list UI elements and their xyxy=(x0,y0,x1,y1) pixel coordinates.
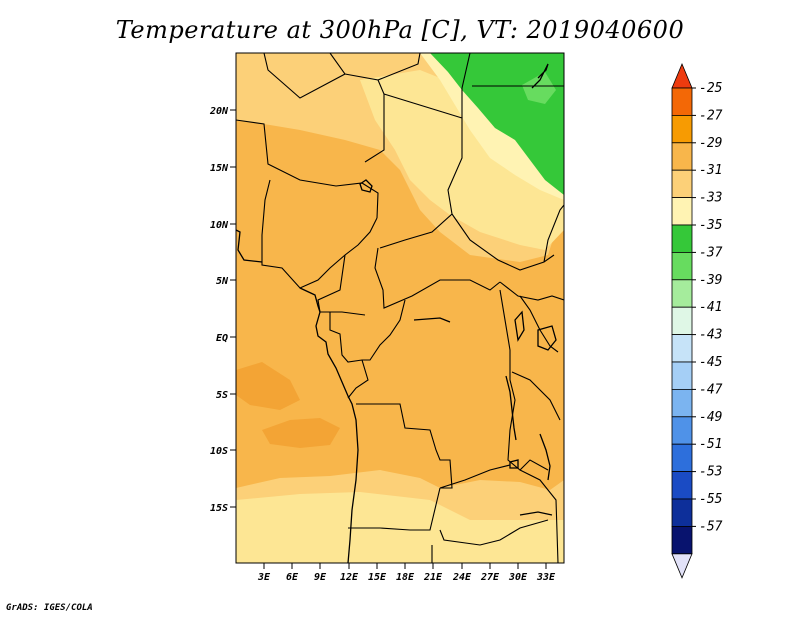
border-drc-angola xyxy=(356,403,453,489)
field-south-pale xyxy=(236,492,564,563)
colorbar-swatch xyxy=(671,388,693,418)
colorbar-swatch xyxy=(671,197,693,226)
lat-tick-label: 15N xyxy=(210,163,229,174)
colorbar-swatch xyxy=(671,142,693,171)
border-ethiopia xyxy=(543,204,564,263)
colorbar-swatch xyxy=(671,279,693,308)
field-west-light xyxy=(236,53,310,110)
inland-lake-2 xyxy=(519,511,553,516)
border-algeria-libya xyxy=(263,53,346,99)
border-tanzania xyxy=(511,371,561,421)
temperature-field xyxy=(236,53,564,563)
colorbar-swatch xyxy=(671,251,693,281)
map-frame xyxy=(235,52,565,564)
colorbar-swatch xyxy=(671,87,693,116)
colorbar-label: -31 xyxy=(699,163,722,178)
lat-tick-label: 20N xyxy=(209,106,229,117)
colorbar-swatch xyxy=(671,361,693,390)
lon-tick-label: 15E xyxy=(368,572,387,583)
lake-chad xyxy=(359,179,373,193)
colorbar-label: -43 xyxy=(699,328,722,343)
lon-tick-label: 33E xyxy=(536,572,556,583)
colorbar-top-arrow xyxy=(671,62,693,89)
lat-tick-label: 10N xyxy=(210,220,229,231)
colorbar-swatch xyxy=(671,526,693,555)
colorbar-swatch xyxy=(671,224,693,253)
colorbar-label: -39 xyxy=(699,273,722,288)
lake-tanganyika xyxy=(505,375,517,441)
coast-gulf-guinea xyxy=(299,287,359,563)
border-niger-nigeria xyxy=(236,119,379,219)
lake-malawi xyxy=(539,433,551,481)
field-light-green xyxy=(522,72,556,104)
colorbar-label: -37 xyxy=(699,245,723,260)
field-dark-blob-2 xyxy=(236,362,300,410)
lon-tick-label: 21E xyxy=(423,572,443,583)
border-sudan-southsudan xyxy=(451,213,555,271)
colorbar-label: -27 xyxy=(699,108,723,123)
coastlines xyxy=(236,63,557,563)
lon-tick-label: 6E xyxy=(286,572,299,583)
colorbar-swatch xyxy=(671,169,693,198)
colorbar-label: -41 xyxy=(699,300,722,315)
lat-axis: 20N 15N 10N 5N EQ 5S 10S 15S xyxy=(209,106,236,514)
colorbar-swatch xyxy=(671,115,693,144)
colorbar-swatch xyxy=(671,416,693,445)
colorbar-swatch xyxy=(671,306,693,336)
chart-title: Temperature at 300hPa [C], VT: 201904060… xyxy=(115,16,685,44)
inland-lake-1 xyxy=(413,317,451,323)
coast-west-africa xyxy=(236,229,263,263)
colorbar-label: -29 xyxy=(699,136,722,151)
lon-tick-label: 12E xyxy=(340,572,359,583)
credit-text: GrADS: IGES/COLA xyxy=(6,603,93,613)
lon-tick-label: 18E xyxy=(396,572,415,583)
lat-tick-label: 5S xyxy=(216,390,228,401)
country-borders xyxy=(236,53,564,563)
colorbar-bottom-arrow xyxy=(671,553,693,579)
colorbar: -25 -27 -29 -31 -33 -35 -37 -39 -41 -43 -45 -47 -49 -… xyxy=(671,62,723,579)
border-nigeria-cameroon xyxy=(261,179,378,289)
border-zambia xyxy=(439,464,511,489)
colorbar-label: -47 xyxy=(699,382,723,397)
colorbar-label: -33 xyxy=(699,191,722,206)
lat-tick-label: EQ xyxy=(216,333,228,344)
colorbar-label: -25 xyxy=(699,81,723,96)
lon-tick-label: 30E xyxy=(508,572,528,583)
lon-tick-label: 9E xyxy=(314,572,327,583)
colorbar-swatch xyxy=(671,334,693,363)
lat-tick-label: 5N xyxy=(216,276,229,287)
field-dark-blob-1 xyxy=(262,418,340,448)
lake-mweru xyxy=(509,459,519,469)
border-car-drc xyxy=(374,247,501,309)
border-sudan-egypt xyxy=(461,53,471,118)
colorbar-label: -51 xyxy=(699,437,722,452)
border-southsudan-east xyxy=(499,281,564,301)
border-chad-sudan xyxy=(379,93,463,249)
border-zambia-zimbabwe xyxy=(439,519,549,546)
lon-axis: 3E 6E 9E 12E 15E 18E 21E 24E 27E 30E 33E xyxy=(257,563,556,583)
colorbar-swatch xyxy=(671,498,693,527)
lat-tick-label: 10S xyxy=(210,446,228,457)
lon-tick-label: 24E xyxy=(452,572,472,583)
border-congo-drc xyxy=(347,359,369,399)
colorbar-swatch xyxy=(671,443,693,473)
border-angola-namibia xyxy=(348,487,441,531)
colorbar-label: -53 xyxy=(699,465,722,480)
colorbar-label: -35 xyxy=(699,218,723,233)
red-sea-island xyxy=(531,63,549,89)
colorbar-swatch xyxy=(671,471,693,500)
lake-albert xyxy=(514,310,525,342)
colorbar-label: -49 xyxy=(699,410,722,425)
lat-tick-label: 15S xyxy=(210,503,228,514)
border-libya-egypt xyxy=(377,53,421,81)
colorbar-label: -57 xyxy=(699,519,723,534)
colorbar-label: -55 xyxy=(699,492,723,507)
colorbar-label: -45 xyxy=(699,355,723,370)
lon-tick-label: 27E xyxy=(480,572,500,583)
border-mozambique xyxy=(519,469,559,563)
lake-victoria xyxy=(537,325,557,351)
lon-tick-label: 3E xyxy=(257,572,271,583)
border-cameroon-car xyxy=(317,254,366,316)
